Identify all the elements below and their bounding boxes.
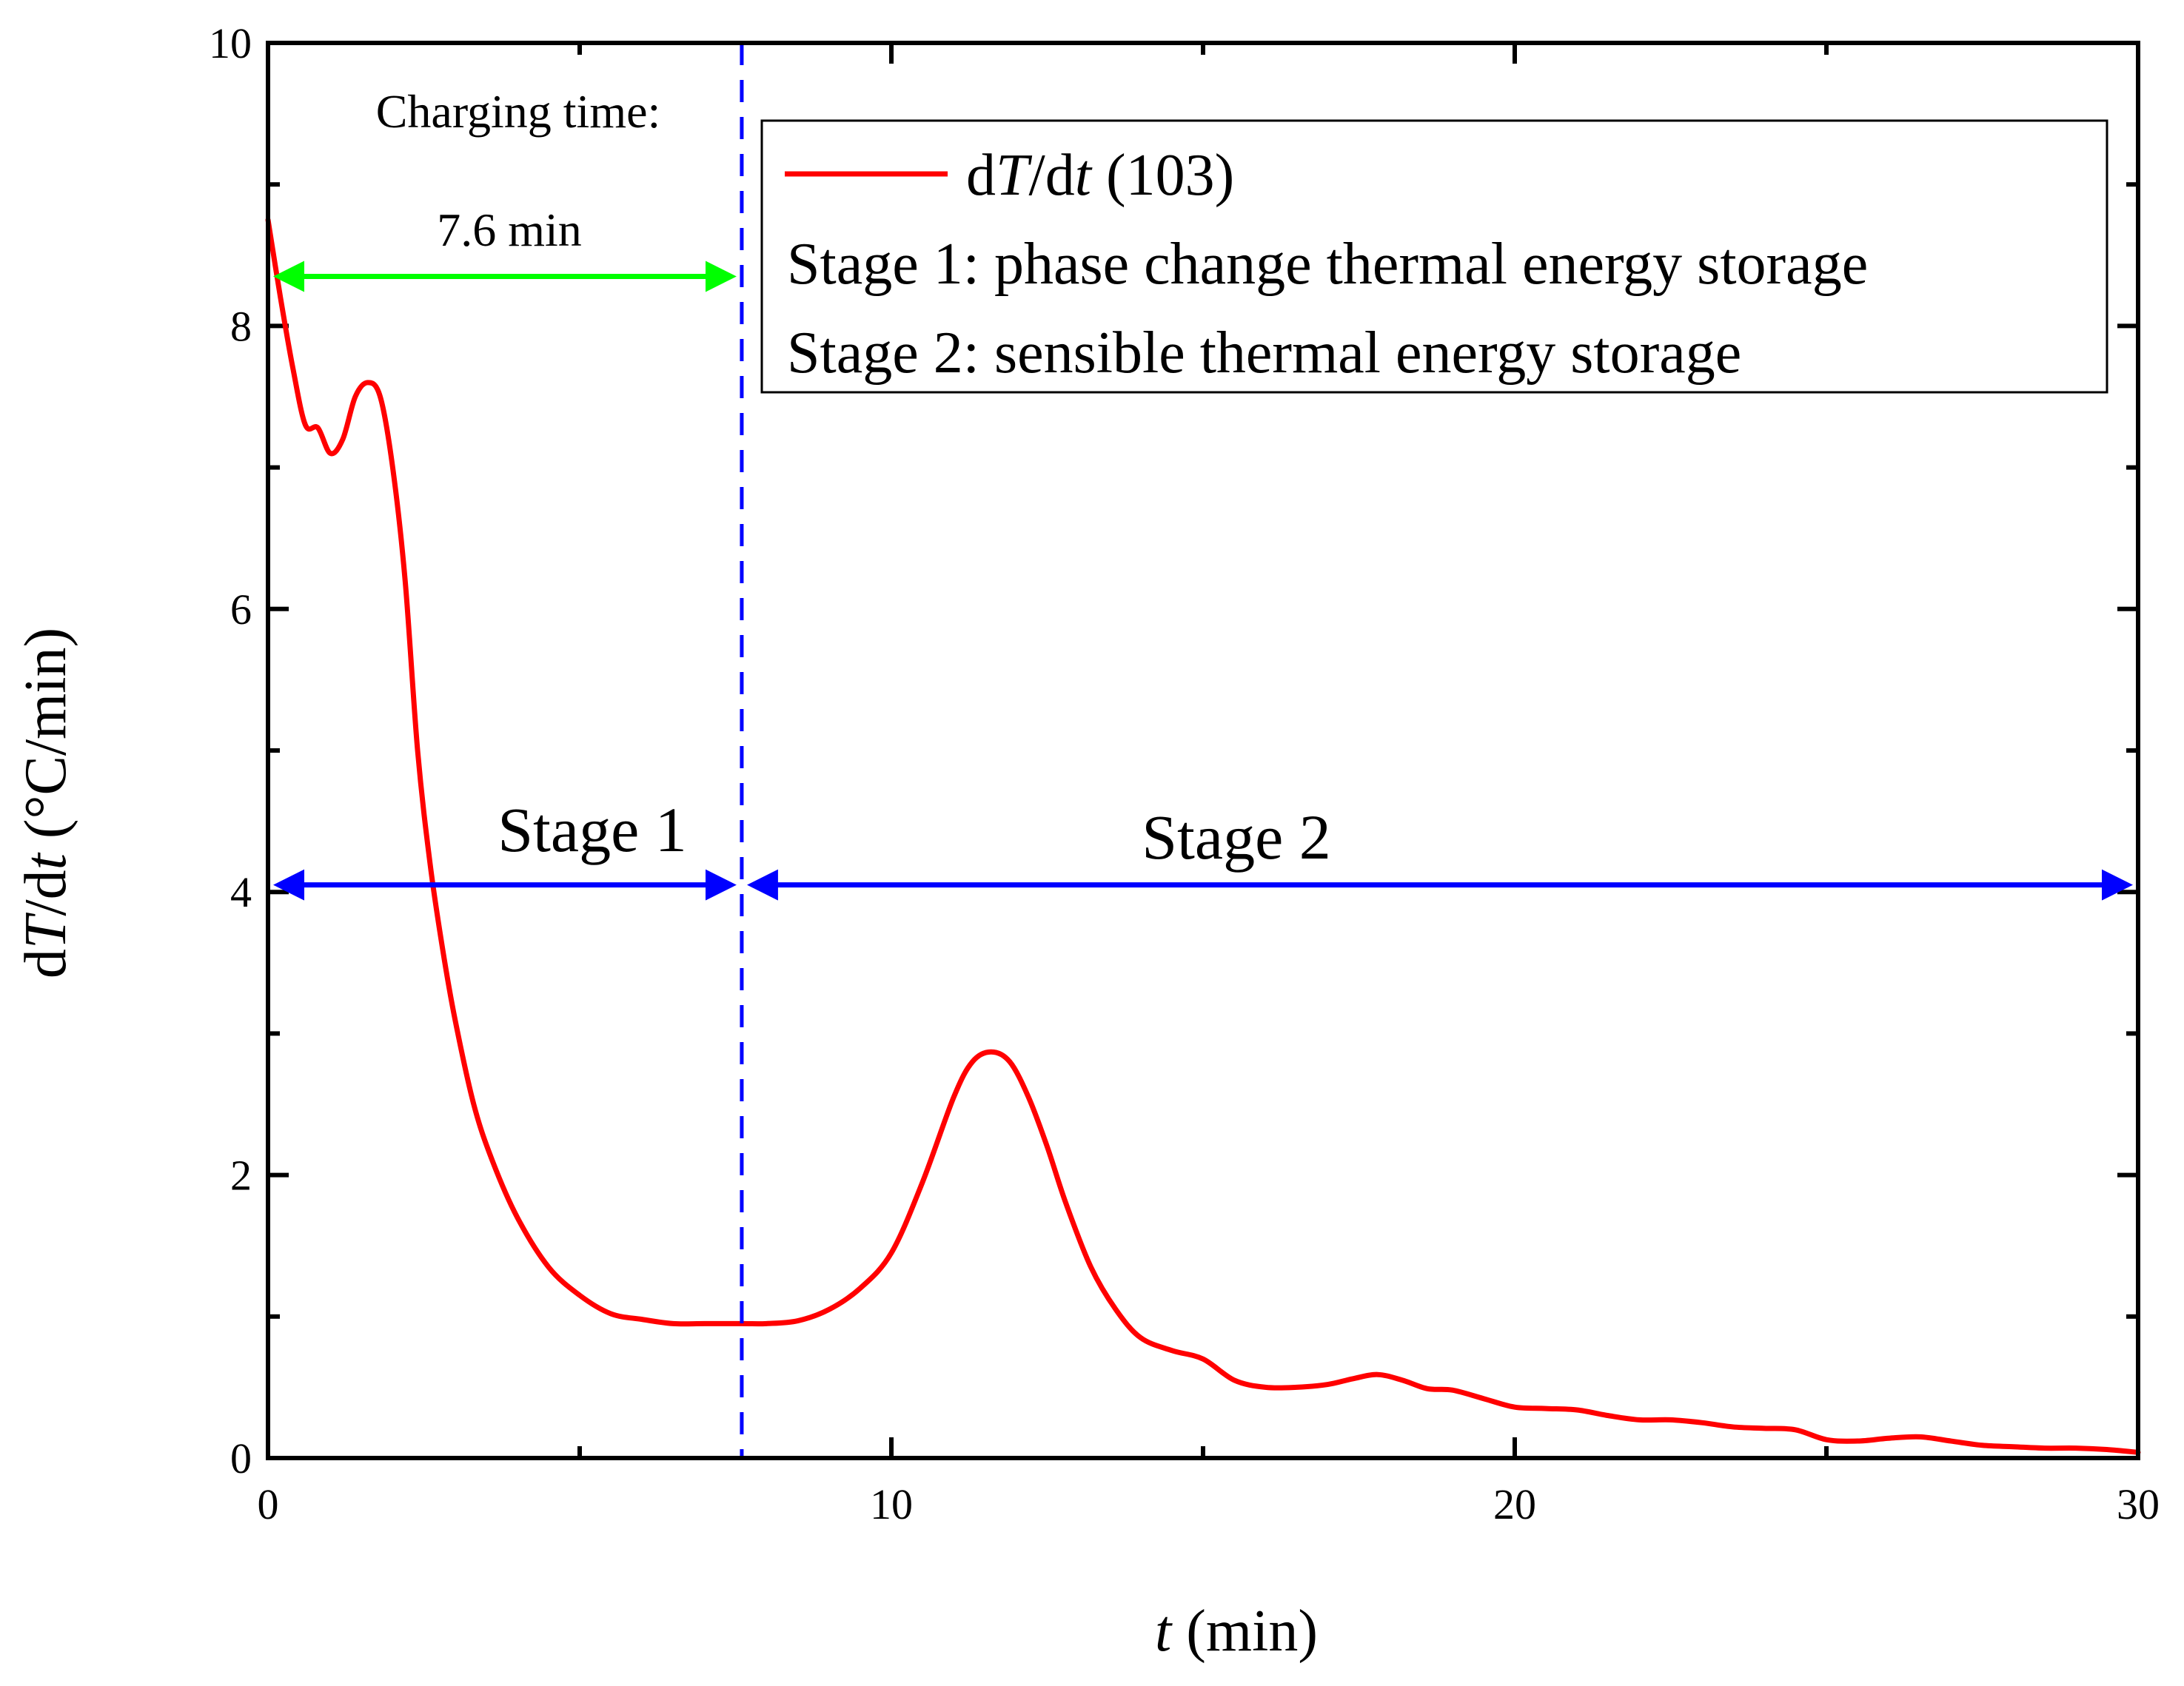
tick-labels: 0 10 20 30 0 2 4 6 8 10 — [209, 19, 2160, 1528]
legend: dT/dt (103) Stage 1: phase change therma… — [760, 119, 2108, 394]
y-tick-label: 6 — [230, 585, 252, 634]
x-tick-label: 30 — [2117, 1480, 2160, 1528]
legend-series-label: dT/dt (103) — [966, 143, 1234, 208]
x-axis-title: t (min) — [1155, 1599, 1318, 1664]
legend-stage-2-text: Stage 2: sensible thermal energy storage — [787, 320, 1741, 386]
charging-time-value: 7.6 min — [437, 204, 582, 256]
y-axis-title: dT/dt (°C/min) — [13, 628, 78, 978]
x-tick-label: 10 — [870, 1480, 913, 1528]
x-tick-label: 20 — [1493, 1480, 1536, 1528]
y-tick-label: 0 — [230, 1434, 252, 1482]
stage-1-label: Stage 1 — [498, 794, 687, 865]
dtdt-103-line — [265, 217, 2141, 1455]
y-tick-label: 8 — [230, 302, 252, 350]
y-tick-label: 10 — [209, 19, 252, 67]
charging-time-label: Charging time: — [376, 85, 661, 138]
plot-area-frame — [266, 41, 2140, 1460]
y-tick-label: 2 — [230, 1152, 252, 1200]
legend-stage-1-text: Stage 1: phase change thermal energy sto… — [787, 232, 1868, 297]
legend-box — [760, 119, 2108, 394]
x-tick-label: 0 — [258, 1480, 279, 1528]
y-tick-label: 4 — [230, 868, 252, 916]
stage-2-label: Stage 2 — [1142, 802, 1331, 873]
